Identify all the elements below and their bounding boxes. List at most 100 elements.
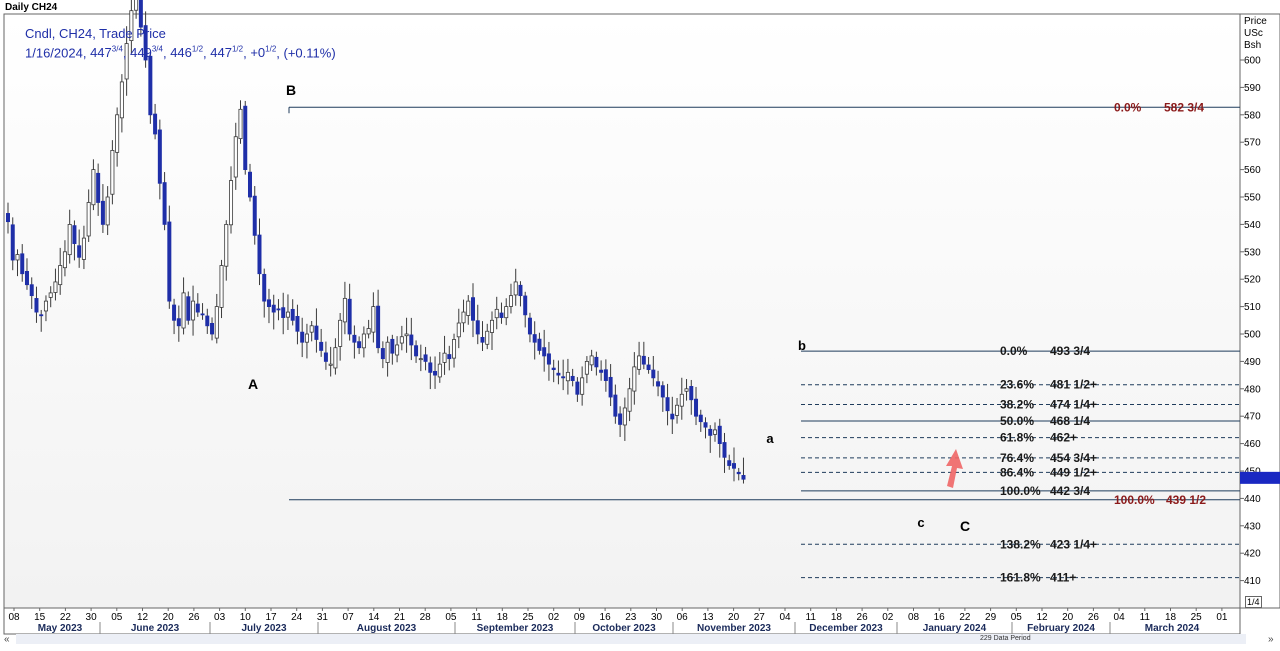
candle <box>210 317 215 341</box>
candle-body-bear <box>281 307 286 318</box>
candle-body-bull <box>81 237 86 260</box>
candle <box>475 304 480 345</box>
page-indicator[interactable]: 1/4 <box>1245 596 1262 608</box>
scroll-right-button[interactable]: » <box>1268 634 1274 645</box>
candle-body-bull <box>366 328 371 335</box>
candle <box>86 189 91 242</box>
fib-large-pct: 0.0% <box>1114 100 1142 114</box>
fib-small-pct: 161.8% <box>1000 571 1041 585</box>
candle-body-bear <box>471 297 476 321</box>
fib-small-price: 449 1/2+ <box>1050 465 1097 479</box>
plot-background <box>3 13 1241 609</box>
candle <box>200 303 205 320</box>
candle <box>527 312 532 343</box>
x-tick-label: 18 <box>1165 612 1177 623</box>
candle-body-bull <box>461 311 466 324</box>
candle <box>338 313 343 361</box>
x-tick-label: 23 <box>625 612 637 623</box>
y-tick-label: 480 <box>1244 384 1261 395</box>
x-tick-label: 29 <box>985 612 997 623</box>
candle-body-bull <box>181 292 186 329</box>
candle-body-bear <box>660 385 665 398</box>
x-tick-label: 11 <box>806 612 817 623</box>
fib-small-pct: 138.2% <box>1000 537 1041 551</box>
candle-body-bear <box>6 213 11 223</box>
candle <box>727 454 732 470</box>
candle-body-bull <box>489 319 494 333</box>
candle <box>565 358 570 395</box>
candle-body-bear <box>575 381 580 395</box>
x-axis: 08 15 22 30 05 12 20 26 03 10 17 24 31 07 14 21 28 05 11 18… <box>8 608 1228 634</box>
candle-body-bear <box>428 362 433 373</box>
candle-body-bull <box>580 377 585 395</box>
candle <box>333 338 338 375</box>
candle-body-bull <box>395 344 400 356</box>
candle <box>195 293 200 317</box>
scroll-left-button[interactable]: « <box>4 634 10 645</box>
candle-body-bear <box>613 394 618 417</box>
candle-body-bear <box>323 352 328 362</box>
candle <box>679 377 684 420</box>
x-tick-label: 05 <box>1011 612 1023 623</box>
candle-body-bear <box>276 308 281 311</box>
x-tick-label: 07 <box>343 612 355 623</box>
x-tick-label: 15 <box>34 612 46 623</box>
candle <box>81 225 86 270</box>
wave-label: c <box>917 515 924 530</box>
candle-body-bull <box>48 292 53 298</box>
candle-body-bull <box>229 180 234 226</box>
candle-body-bear <box>603 369 608 381</box>
candle-body-bull <box>238 108 243 140</box>
candle-body-bear <box>380 348 385 360</box>
candle <box>380 341 385 369</box>
candle <box>418 344 423 372</box>
fib-small-price: 493 3/4 <box>1050 344 1090 358</box>
candle-body-bull <box>91 169 96 206</box>
candle-body-bull <box>385 341 390 363</box>
candle <box>480 321 485 352</box>
candle-body-bear <box>96 172 101 203</box>
x-tick-label: 20 <box>163 612 175 623</box>
candle <box>181 277 186 335</box>
candle-body-bear <box>651 369 656 379</box>
month-label: July 2023 <box>241 623 286 634</box>
fib-small-pct: 0.0% <box>1000 344 1028 358</box>
fib-small-price: 442 3/4 <box>1050 484 1090 498</box>
candle-body-bear <box>143 25 148 61</box>
scroll-track[interactable] <box>16 634 1246 644</box>
fib-small-price: 468 1/4 <box>1050 414 1090 428</box>
fib-large-price: 582 3/4 <box>1164 100 1204 114</box>
candle <box>143 11 148 68</box>
candle <box>584 356 589 384</box>
candle <box>129 0 134 54</box>
candle-body-bull <box>637 355 642 370</box>
y-axis: 4104204304404504604704804905005105205305… <box>1240 56 1280 587</box>
candle <box>191 285 196 336</box>
candle <box>62 240 67 277</box>
candle-body-bear <box>390 338 395 354</box>
month-label: February 2024 <box>1027 623 1095 634</box>
candle <box>172 298 177 335</box>
candle-body-bear <box>100 200 105 225</box>
candle-body-bear <box>599 369 604 373</box>
candle <box>96 163 101 216</box>
candle-body-bull <box>456 322 461 338</box>
candle-body-bear <box>290 308 295 321</box>
candle <box>233 122 238 190</box>
fib-small-price: 454 3/4+ <box>1050 451 1097 465</box>
candle <box>309 320 314 342</box>
window-title: Daily CH24 <box>5 2 58 13</box>
candle <box>670 396 675 434</box>
y-tick-label: 420 <box>1244 549 1261 560</box>
x-tick-label: 08 <box>908 612 920 623</box>
x-tick-label: 28 <box>420 612 432 623</box>
wave-label: B <box>286 82 296 98</box>
x-tick-label: 30 <box>651 612 663 623</box>
candle-body-bear <box>518 284 523 297</box>
candle-body-bear <box>542 347 547 357</box>
data-period-label: 229 Data Period <box>980 635 1031 642</box>
x-tick-label: 01 <box>1216 612 1228 623</box>
month-label: October 2023 <box>592 623 656 634</box>
